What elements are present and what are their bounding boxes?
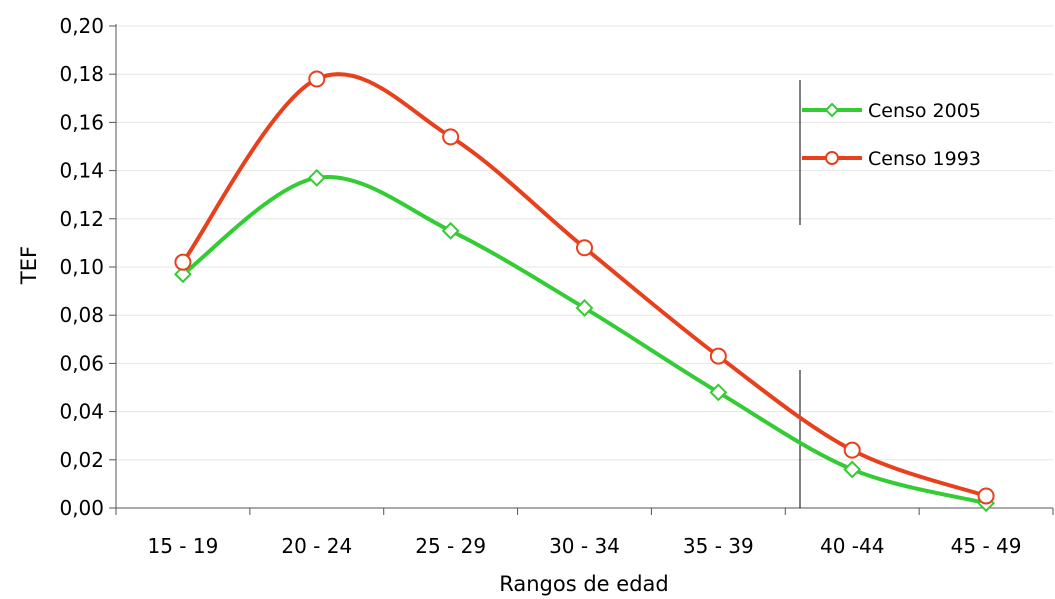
y-tick-label: 0,02 xyxy=(59,448,104,472)
x-tick-label: 30 - 34 xyxy=(549,534,620,558)
y-tick-label: 0,18 xyxy=(59,62,104,86)
y-tick-label: 0,14 xyxy=(59,159,104,183)
data-point-circle xyxy=(843,441,861,459)
series-line xyxy=(180,72,989,498)
series-censo-1993 xyxy=(174,70,995,505)
x-tick-label: 45 - 49 xyxy=(951,534,1022,558)
y-tick-labels: 0,00 0,02 0,04 0,06 0,08 0,10 0,12 0,14 0,16 0,18… xyxy=(59,14,104,520)
data-point-diamond xyxy=(843,460,862,479)
x-tick-label: 20 - 24 xyxy=(281,534,352,558)
data-point-diamond xyxy=(575,299,594,317)
y-tick-label: 0,06 xyxy=(59,351,104,375)
data-point-diamond xyxy=(441,221,460,240)
x-tick-labels: 15 - 19 20 - 24 25 - 29 30 - 34 35 - 39 40 -4… xyxy=(148,534,1022,558)
series-line xyxy=(180,174,989,506)
y-tick-label: 0,20 xyxy=(59,14,104,38)
y-tick-label: 0,10 xyxy=(59,255,104,279)
legend-item-censo-1993: Censo 1993 xyxy=(802,148,981,170)
data-point-circle xyxy=(709,347,727,365)
y-tick-label: 0,16 xyxy=(59,110,104,134)
data-point-circle xyxy=(308,70,326,88)
legend: Censo 2005 Censo 1993 xyxy=(802,100,981,170)
x-tick-label: 15 - 19 xyxy=(148,534,219,558)
series-group xyxy=(174,70,995,513)
y-tick-label: 0,00 xyxy=(59,496,104,520)
data-point-circle xyxy=(174,253,192,271)
data-point-diamond xyxy=(174,265,192,284)
y-tick-label: 0,12 xyxy=(59,207,104,231)
y-axis-title: TEF xyxy=(17,246,41,285)
y-tick-label: 0,08 xyxy=(59,303,104,327)
y-tick-label: 0,04 xyxy=(59,400,104,424)
x-tick-label: 25 - 29 xyxy=(415,534,486,558)
gridlines xyxy=(116,25,1053,461)
data-point-diamond xyxy=(709,383,728,402)
data-point-circle xyxy=(576,239,593,257)
axes xyxy=(109,24,1054,515)
data-point-circle xyxy=(442,128,460,146)
legend-marker-diamond xyxy=(824,102,840,118)
data-point-circle xyxy=(977,487,995,505)
data-point-diamond xyxy=(307,168,326,187)
x-tick-label: 40 -44 xyxy=(820,534,884,558)
legend-marker-circle xyxy=(825,151,839,165)
legend-item-censo-2005: Censo 2005 xyxy=(802,100,981,122)
legend-label: Censo 2005 xyxy=(868,100,981,122)
x-axis-title: Rangos de edad xyxy=(499,572,668,596)
legend-label: Censo 1993 xyxy=(868,148,981,170)
x-tick-label: 35 - 39 xyxy=(683,534,754,558)
